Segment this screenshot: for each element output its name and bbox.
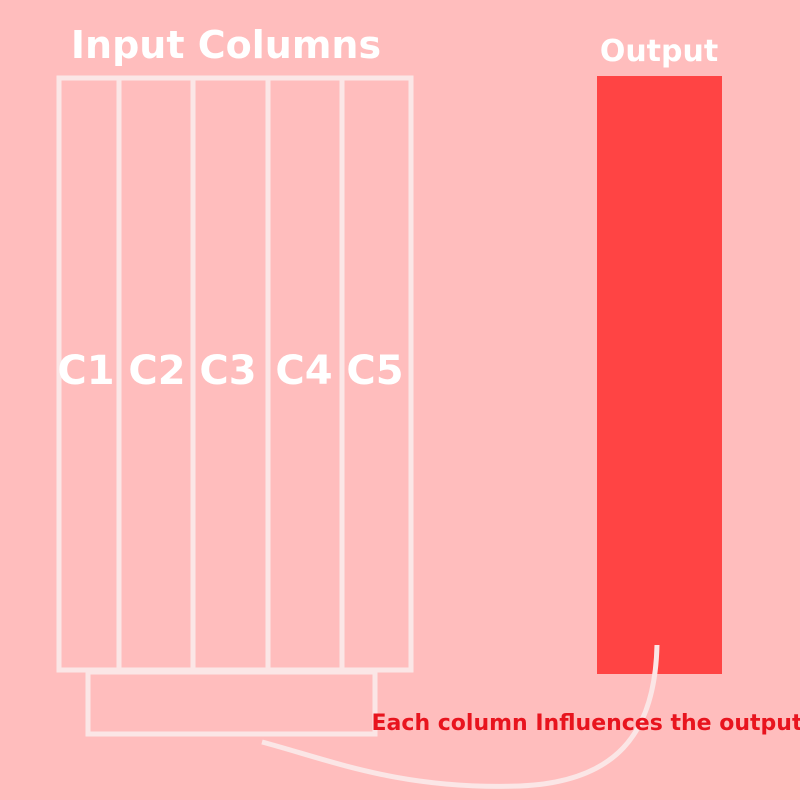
output-bar xyxy=(597,76,722,674)
connector-curve xyxy=(261,644,660,789)
output-title: Output xyxy=(600,34,718,69)
column-label-c3: C3 xyxy=(199,348,256,394)
column-label-c1: C1 xyxy=(57,348,114,394)
influence-caption: Each column Influences the output xyxy=(372,711,800,736)
input-columns-title: Input Columns xyxy=(71,23,381,67)
column-label-c2: C2 xyxy=(128,348,185,394)
input-bracket xyxy=(85,669,378,737)
column-label-c4: C4 xyxy=(275,348,332,394)
column-label-c5: C5 xyxy=(346,348,403,394)
